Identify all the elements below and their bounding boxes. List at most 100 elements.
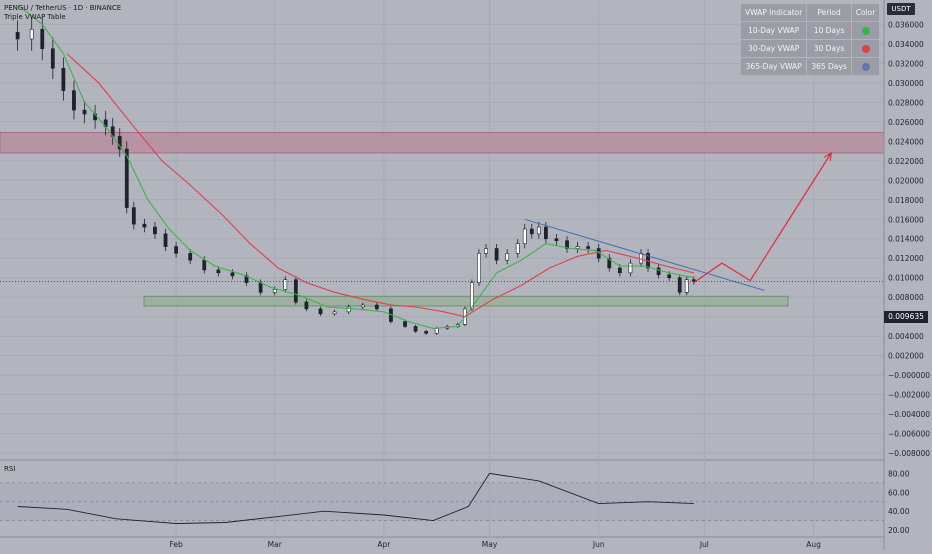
projection-arrow-path [693, 152, 832, 284]
price-tick-label: 0.010000 [888, 274, 924, 283]
vwap-row-30-period: 30 Days [806, 39, 852, 58]
price-tick-label: 0.036000 [888, 20, 924, 29]
candle [29, 17, 34, 51]
candle [318, 306, 323, 316]
price-tick-label: 0.014000 [888, 235, 924, 244]
vwap-30-line [66, 53, 694, 318]
candle [536, 221, 541, 239]
candle [61, 57, 66, 101]
time-tick-label: May [482, 540, 498, 549]
candle [656, 264, 661, 279]
candle [522, 223, 527, 249]
price-tick-label: −0.004000 [888, 410, 930, 419]
candle [424, 329, 429, 335]
vwap-row-30-color-cell [850, 39, 881, 58]
rsi-tick-label: 20.00 [888, 526, 910, 535]
candle [332, 309, 337, 316]
price-tick-label: 0.024000 [888, 137, 924, 146]
indicator-name: Triple VWAP Table [4, 13, 66, 21]
candle [484, 244, 488, 258]
price-tick-label: 0.030000 [888, 79, 924, 88]
price-tick-label: −0.002000 [888, 391, 930, 400]
rsi-tick-label: 60.00 [888, 488, 910, 497]
time-tick-label: Jul [699, 540, 709, 549]
descending-trendline [524, 218, 765, 291]
support-zone [143, 295, 789, 307]
candle [50, 37, 55, 79]
vwap-row-365-name: 365-Day VWAP [739, 57, 808, 76]
candle [142, 218, 147, 233]
green-dot-icon [861, 27, 870, 35]
candle [153, 221, 157, 239]
price-tick-label: 0.004000 [888, 332, 924, 341]
vwap-row-10-period: 10 Days [806, 21, 852, 40]
vwap-table-header-color: Color [850, 3, 881, 22]
rsi-tick-label: 80.00 [888, 469, 910, 478]
candle [163, 228, 168, 252]
candle [554, 233, 559, 246]
candle [413, 324, 418, 333]
rsi-tick-label: 40.00 [888, 507, 910, 516]
candle [117, 128, 122, 158]
price-tick-label: −0.006000 [888, 430, 930, 439]
candle [505, 249, 510, 265]
vwap-table-header-indicator: VWAP Indicator [739, 3, 808, 22]
vwap-row-10-name: 10-Day VWAP [739, 21, 808, 40]
candle [272, 286, 277, 296]
candle [244, 272, 249, 286]
vwap-table: VWAP Indicator Period Color 10-Day VWAP … [739, 3, 881, 76]
candle [304, 299, 309, 312]
candle [124, 141, 129, 214]
vwap-row-30: 30-Day VWAP 30 Days [739, 39, 881, 58]
price-tick-label: 0.002000 [888, 352, 924, 361]
candle [565, 235, 569, 253]
price-tick-label: −0.008000 [888, 449, 930, 458]
candle [607, 254, 612, 272]
price-tick-label: 0.026000 [888, 118, 924, 127]
time-tick-label: Apr [377, 540, 391, 549]
price-tick-label: 0.032000 [888, 59, 924, 68]
candle [374, 302, 379, 312]
time-tick-label: Mar [268, 540, 283, 549]
vwap-10-line [17, 4, 694, 329]
price-tick-label: 0.008000 [888, 293, 924, 302]
candle [216, 266, 221, 277]
time-tick-label: Jun [592, 540, 605, 549]
candle [283, 276, 288, 293]
candle [586, 242, 591, 253]
candle [360, 302, 365, 310]
price-tick-label: 0.016000 [888, 215, 924, 224]
candle [188, 249, 193, 265]
price-axis-panel[interactable] [884, 0, 932, 550]
last-price-label: 0.009635 [884, 311, 928, 323]
symbol-title: PENGU / TetherUS · 1D · BINANCE [4, 4, 122, 12]
rsi-band [0, 482, 884, 521]
time-tick-label: Aug [806, 540, 821, 549]
candle [477, 249, 481, 286]
vwap-row-10-color-cell [850, 21, 881, 40]
candle [15, 20, 20, 51]
time-tick-label: Feb [169, 540, 183, 549]
currency-label[interactable]: USDT [887, 3, 915, 15]
price-tick-label: 0.012000 [888, 254, 924, 263]
vwap-row-365: 365-Day VWAP 365 Days [739, 57, 881, 76]
arrow-head-icon [824, 151, 832, 161]
vwap-table-header: VWAP Indicator Period Color [739, 3, 881, 22]
candle [470, 279, 474, 312]
vwap-row-30-name: 30-Day VWAP [739, 39, 808, 58]
rsi-line [17, 472, 694, 524]
price-tick-label: −0.000000 [888, 371, 930, 380]
vwap-row-365-color-cell [850, 57, 881, 76]
vwap-row-10: 10-Day VWAP 10 Days [739, 21, 881, 40]
candle [628, 259, 633, 277]
price-tick-label: 0.018000 [888, 196, 924, 205]
vwap-row-365-period: 365 Days [806, 57, 852, 76]
price-tick-label: 0.022000 [888, 157, 924, 166]
candle [346, 304, 351, 315]
candle [529, 223, 534, 239]
candle [575, 242, 580, 253]
candle [72, 80, 76, 120]
candle [684, 276, 689, 296]
